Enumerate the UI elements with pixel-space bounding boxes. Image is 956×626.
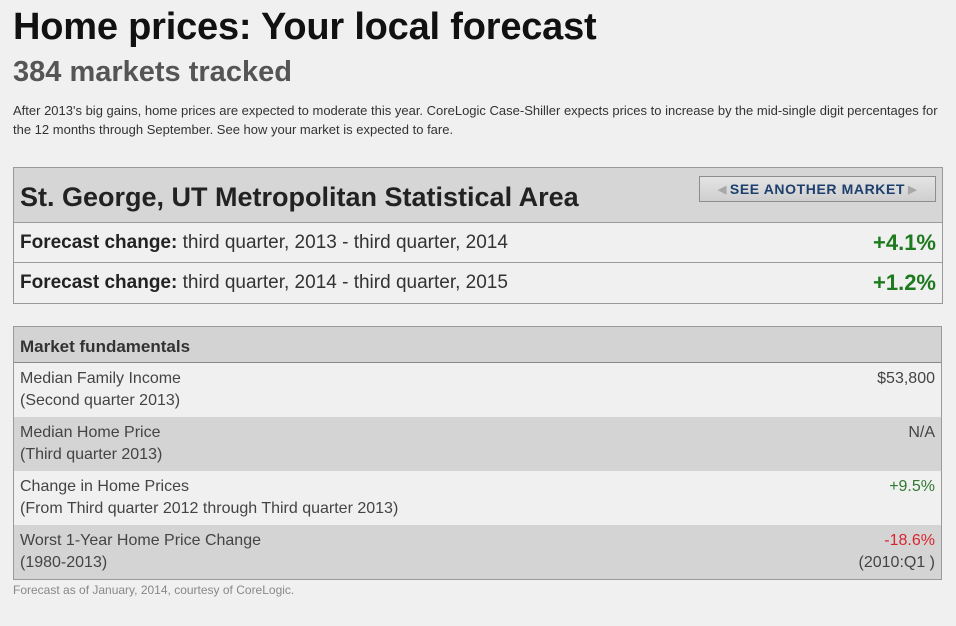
table-row-change-in-home-prices: Change in Home Prices (From Third quarte… [14, 471, 941, 525]
forecast-label: Forecast change: [20, 272, 178, 293]
row-sublabel: (Third quarter 2013) [20, 446, 163, 463]
table-row-worst-1-year-change: Worst 1-Year Home Price Change (1980-201… [14, 525, 941, 579]
row-value: N/A [908, 424, 935, 441]
forecast-row-2015: Forecast change: third quarter, 2014 - t… [14, 263, 942, 303]
row-value-sublabel: (2010:Q1 ) [858, 554, 935, 571]
footnote: Forecast as of January, 2014, courtesy o… [13, 583, 295, 597]
chevron-left-icon: ◀ [717, 183, 727, 196]
market-fundamentals-table: Market fundamentals Median Family Income… [13, 326, 942, 580]
row-value: +9.5% [889, 478, 935, 495]
see-another-market-label: SEE ANOTHER MARKET [729, 181, 906, 197]
market-header: St. George, UT Metropolitan Statistical … [14, 168, 942, 223]
page-title: Home prices: Your local forecast [13, 6, 597, 48]
see-another-market-button[interactable]: ◀ SEE ANOTHER MARKET ▶ [699, 176, 936, 202]
forecast-period: third quarter, 2013 - third quarter, 201… [177, 231, 508, 253]
chevron-right-icon: ▶ [908, 183, 918, 196]
forecast-value: +4.1% [873, 229, 936, 255]
row-sublabel: (From Third quarter 2012 through Third q… [20, 500, 399, 517]
forecast-period: third quarter, 2014 - third quarter, 201… [177, 272, 508, 293]
row-sublabel: (Second quarter 2013) [20, 392, 181, 409]
market-name: St. George, UT Metropolitan Statistical … [20, 182, 579, 212]
forecast-value: +1.2% [873, 270, 936, 295]
forecast-row-2014: Forecast change: third quarter, 2013 - t… [14, 223, 942, 263]
table-row-median-family-income: Median Family Income (Second quarter 201… [14, 363, 941, 417]
row-label: Change in Home Prices [20, 478, 189, 495]
forecast-panel: St. George, UT Metropolitan Statistical … [13, 167, 943, 304]
forecast-label: Forecast change: [20, 231, 178, 253]
row-value: $53,800 [877, 370, 935, 387]
row-label: Median Family Income [20, 370, 181, 387]
fundamentals-title: Market fundamentals [14, 327, 941, 363]
markets-tracked-subtitle: 384 markets tracked [13, 56, 292, 88]
table-row-median-home-price: Median Home Price (Third quarter 2013) N… [14, 417, 941, 471]
row-label: Median Home Price [20, 424, 161, 441]
row-label: Worst 1-Year Home Price Change [20, 532, 261, 549]
row-value: -18.6% [884, 532, 935, 549]
intro-paragraph: After 2013's big gains, home prices are … [13, 103, 938, 137]
row-sublabel: (1980-2013) [20, 554, 108, 571]
